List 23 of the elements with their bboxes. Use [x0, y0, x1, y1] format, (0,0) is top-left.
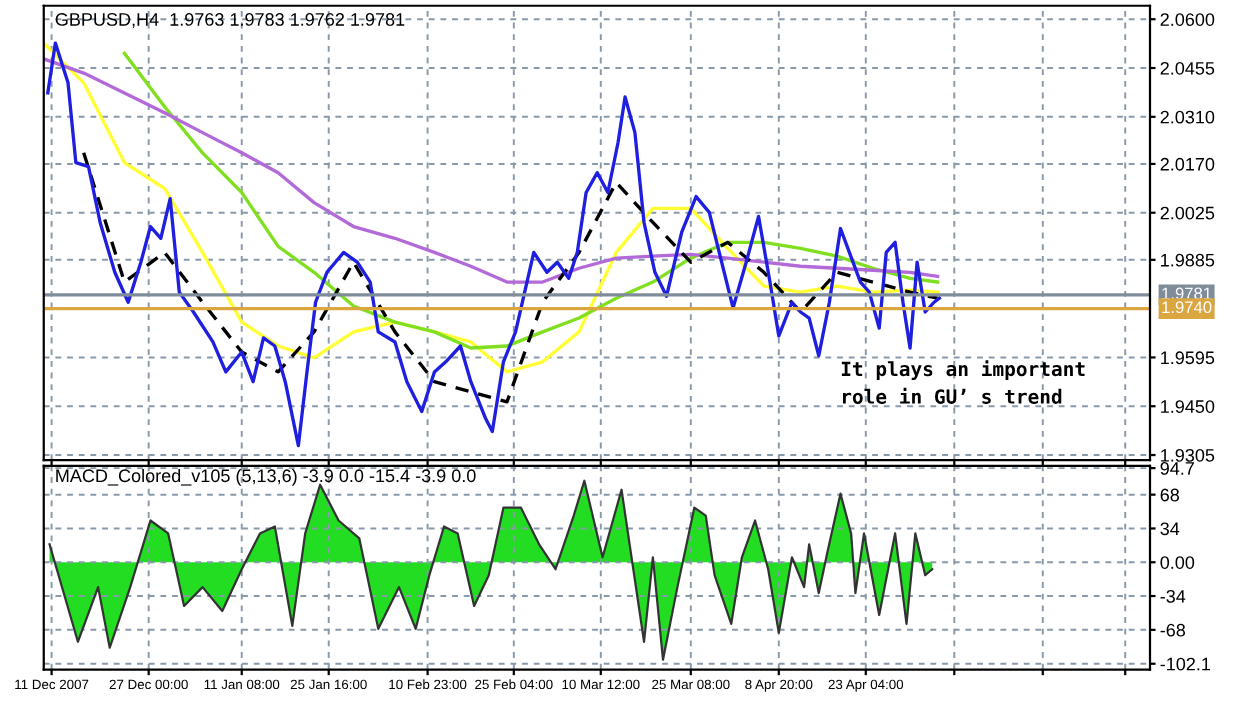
- ref-line-label: 1.9740: [1162, 301, 1212, 314]
- y-tick-label: 94.7: [1160, 462, 1194, 475]
- y-tick-label: 2.0455: [1160, 61, 1215, 75]
- y-tick-label: 0.00: [1160, 556, 1195, 569]
- line-series: [122, 51, 940, 350]
- y-tick-label: 1.9305: [1161, 448, 1215, 462]
- y-tick-label: 2.0025: [1160, 206, 1215, 220]
- chart-title: GBPUSD,H4 1.9763 1.9783 1.9762 1.9781: [55, 13, 405, 28]
- y-tick-label: -34: [1160, 589, 1186, 603]
- y-tick-label: 1.9595: [1161, 351, 1215, 365]
- ref-line-label: 1.9781: [1162, 287, 1212, 300]
- y-tick-label: 1.9450: [1161, 400, 1215, 413]
- y-tick-label: 1.9885: [1161, 253, 1215, 267]
- y-tick-label: 34: [1160, 522, 1180, 536]
- y-tick-label: -68: [1160, 623, 1186, 637]
- line-series: [43, 57, 940, 284]
- y-tick-label: 2.0170: [1160, 157, 1215, 171]
- y-tick-label: -102.1: [1160, 657, 1211, 671]
- chart-title: MACD_Colored_v105 (5,13,6) -3.9 0.0 -15.4 -3.9 0.0: [56, 468, 476, 486]
- y-tick-label: 68: [1160, 488, 1180, 502]
- annotation: It plays an important role in GU’ s trend: [841, 360, 1085, 404]
- y-tick-label: 2.0310: [1160, 110, 1215, 124]
- y-tick-label: 2.0600: [1160, 13, 1215, 26]
